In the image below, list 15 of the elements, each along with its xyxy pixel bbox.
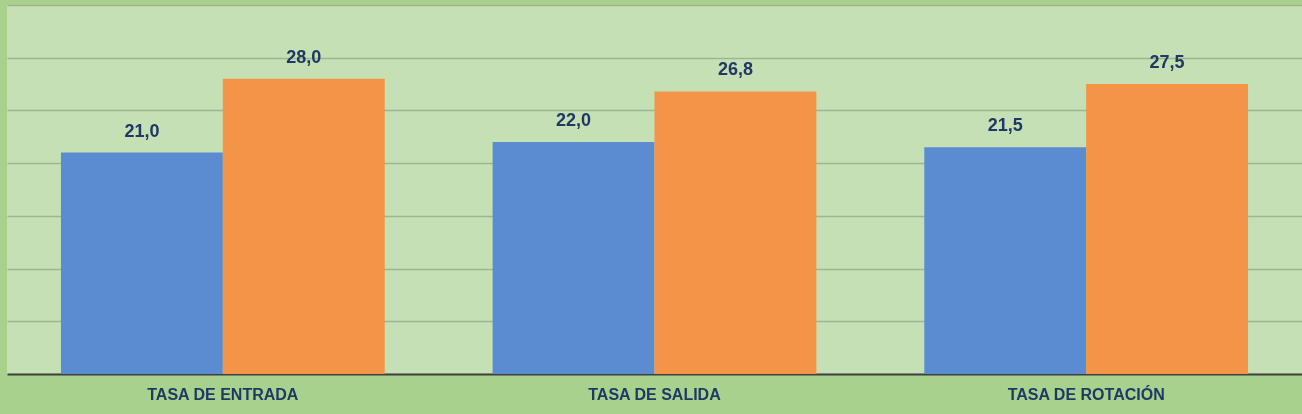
data-label: 26,8 bbox=[717, 59, 753, 80]
bar bbox=[492, 142, 655, 374]
data-label: 21,0 bbox=[124, 120, 160, 141]
bar bbox=[924, 147, 1087, 374]
data-label: 22,0 bbox=[556, 110, 592, 131]
x-tick-label: TASA DE SALIDA bbox=[588, 385, 722, 403]
data-label: 28,0 bbox=[286, 46, 322, 67]
data-label: 27,5 bbox=[1149, 52, 1185, 73]
bar bbox=[1086, 84, 1249, 374]
bar bbox=[654, 91, 817, 374]
x-tick-label: TASA DE ROTACIÓN bbox=[1007, 384, 1165, 403]
bar bbox=[222, 78, 385, 374]
data-label: 21,5 bbox=[987, 115, 1023, 136]
bar bbox=[60, 152, 223, 374]
x-tick-label: TASA DE ENTRADA bbox=[147, 385, 299, 403]
